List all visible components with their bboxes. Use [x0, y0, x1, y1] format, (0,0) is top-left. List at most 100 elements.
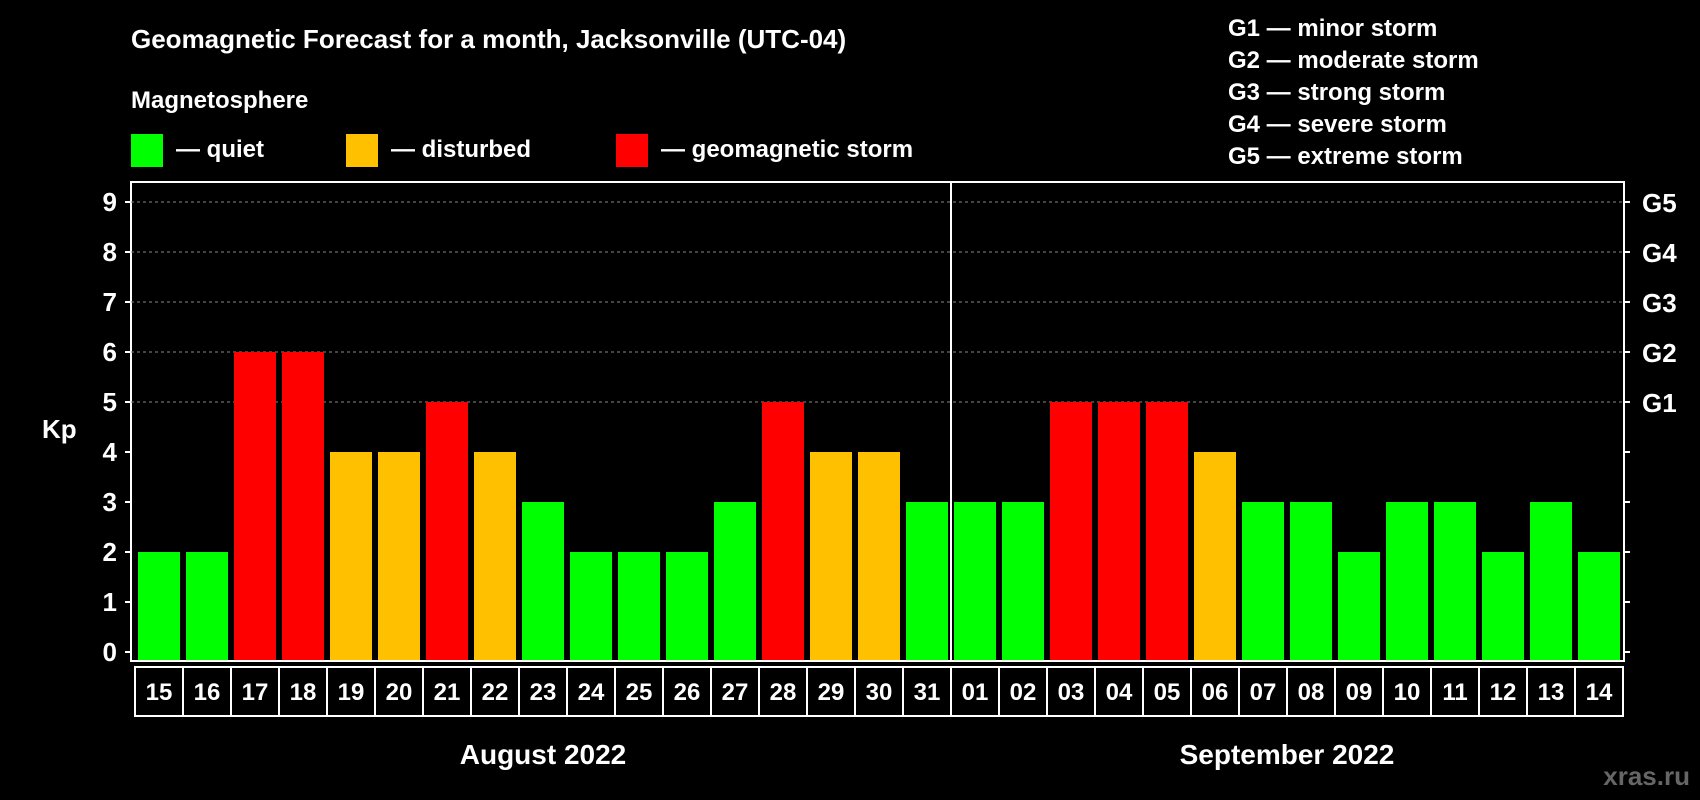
- bar: [378, 452, 420, 660]
- legend: — quiet — disturbed — geomagnetic storm: [131, 134, 913, 167]
- x-tick-label: 30: [866, 679, 893, 706]
- bar: [762, 402, 804, 660]
- bar: [954, 502, 996, 660]
- bar: [138, 552, 180, 660]
- y-tick-label: 2: [103, 537, 117, 567]
- bar: [1146, 402, 1188, 660]
- x-tick-label: 18: [290, 679, 317, 706]
- x-tick-label: 17: [242, 679, 269, 706]
- month-label: August 2022: [460, 739, 627, 770]
- bar: [570, 552, 612, 660]
- y-tick-label: 5: [103, 387, 117, 417]
- bar: [1482, 552, 1524, 660]
- bar: [1050, 402, 1092, 660]
- x-tick-label: 16: [194, 679, 221, 706]
- x-tick-label: 04: [1106, 679, 1133, 706]
- bar: [186, 552, 228, 660]
- legend-label: — geomagnetic storm: [661, 136, 913, 163]
- bar: [906, 502, 948, 660]
- storm-scale-item: G3 — strong storm: [1228, 79, 1445, 106]
- bar: [1530, 502, 1572, 660]
- x-tick-label: 29: [818, 679, 845, 706]
- x-tick-label: 23: [530, 679, 557, 706]
- x-tick-label: 06: [1202, 679, 1229, 706]
- bar: [1386, 502, 1428, 660]
- x-tick-label: 12: [1490, 679, 1517, 706]
- plot-frame: [130, 181, 1625, 662]
- x-tick-label: 10: [1394, 679, 1421, 706]
- bar: [858, 452, 900, 660]
- y-tick-label: 9: [103, 187, 117, 217]
- y-tick-label: 6: [103, 337, 117, 367]
- bar: [1098, 402, 1140, 660]
- bar: [1002, 502, 1044, 660]
- bar: [474, 452, 516, 660]
- date-cell: [1574, 666, 1624, 717]
- bar: [234, 352, 276, 660]
- month-label: September 2022: [1180, 739, 1395, 770]
- bar: [1578, 552, 1620, 660]
- x-tick-label: 28: [770, 679, 797, 706]
- x-tick-label: 13: [1538, 679, 1565, 706]
- bar: [426, 402, 468, 660]
- storm-level-label: G2: [1642, 338, 1677, 368]
- x-tick-label: 25: [626, 679, 653, 706]
- y-tick-label: 1: [103, 587, 117, 617]
- x-tick-label: 05: [1154, 679, 1181, 706]
- storm-scale-item: G1 — minor storm: [1228, 15, 1437, 42]
- bar: [1290, 502, 1332, 660]
- x-tick-label: 02: [1010, 679, 1037, 706]
- storm-level-label: G4: [1642, 238, 1677, 268]
- legend-swatch: [131, 134, 163, 167]
- x-tick-label: 01: [962, 679, 989, 706]
- x-tick-label: 26: [674, 679, 701, 706]
- x-tick-label: 24: [578, 679, 605, 706]
- legend-swatch: [616, 134, 648, 167]
- x-tick-label: 31: [914, 679, 941, 706]
- x-tick-label: 14: [1586, 679, 1613, 706]
- x-tick-label: 20: [386, 679, 413, 706]
- bar: [666, 552, 708, 660]
- storm-scale-item: G4 — severe storm: [1228, 111, 1447, 138]
- bar: [1338, 552, 1380, 660]
- x-tick-label: 27: [722, 679, 749, 706]
- legend-title: Magnetosphere: [131, 87, 308, 114]
- bar: [1194, 452, 1236, 660]
- chart-title: Geomagnetic Forecast for a month, Jackso…: [131, 24, 846, 54]
- y-tick-label: 8: [103, 237, 117, 267]
- x-tick-label: 11: [1442, 679, 1467, 706]
- x-tick-label: 19: [338, 679, 365, 706]
- bar: [618, 552, 660, 660]
- bar: [714, 502, 756, 660]
- bar: [810, 452, 852, 660]
- x-tick-label: 09: [1346, 679, 1373, 706]
- x-tick-label: 03: [1058, 679, 1085, 706]
- y-tick-label: 3: [103, 487, 117, 517]
- storm-scale-item: G5 — extreme storm: [1228, 143, 1463, 170]
- storm-level-label: G5: [1642, 188, 1677, 218]
- x-tick-label: 07: [1250, 679, 1277, 706]
- storm-level-label: G1: [1642, 388, 1677, 418]
- storm-level-label: G3: [1642, 288, 1677, 318]
- x-tick-label: 15: [146, 679, 173, 706]
- y-tick-label: 7: [103, 287, 117, 317]
- storm-scale-legend: G1 — minor storm G2 — moderate storm G3 — …: [1228, 15, 1479, 170]
- bar: [1434, 502, 1476, 660]
- legend-label: — quiet: [176, 136, 264, 163]
- bar: [1242, 502, 1284, 660]
- legend-label: — disturbed: [391, 136, 531, 163]
- bar: [522, 502, 564, 660]
- x-tick-label: 22: [482, 679, 509, 706]
- legend-swatch: [346, 134, 378, 167]
- bar: [330, 452, 372, 660]
- watermark: xras.ru: [1603, 761, 1690, 791]
- storm-scale-item: G2 — moderate storm: [1228, 47, 1479, 74]
- bar: [282, 352, 324, 660]
- y-axis-label: Kp: [42, 414, 77, 444]
- y-tick-label: 4: [103, 437, 118, 467]
- x-tick-label: 21: [434, 679, 461, 706]
- y-tick-label: 0: [103, 637, 117, 667]
- x-tick-label: 08: [1298, 679, 1325, 706]
